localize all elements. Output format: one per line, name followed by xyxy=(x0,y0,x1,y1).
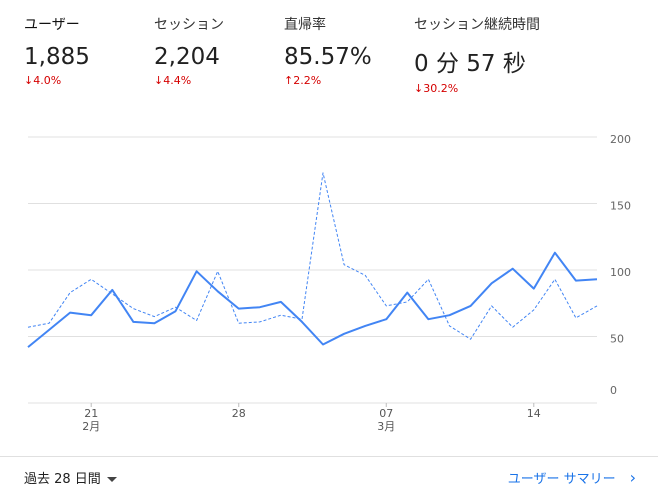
caret-down-icon xyxy=(106,477,117,482)
y-tick-label: 200 xyxy=(610,133,631,146)
y-tick-label: 50 xyxy=(610,333,624,346)
users-series-line xyxy=(27,251,598,348)
metric-bounce-rate[interactable]: 直帰率 85.57% ↑2.2% xyxy=(284,14,372,87)
metric-delta: ↓30.2% xyxy=(414,82,459,95)
user-summary-link[interactable]: ユーザー サマリー › xyxy=(507,468,636,488)
x-tick-label: 28 xyxy=(232,407,246,420)
metric-label: セッション xyxy=(154,17,224,33)
x-tick-month-label: 2月 xyxy=(82,420,100,433)
metric-delta: ↓4.0% xyxy=(24,74,62,87)
date-range-dropdown[interactable]: 過去 28 日間 xyxy=(24,468,117,487)
metric-label: セッション継続時間 xyxy=(414,17,540,33)
x-tick-month-label: 3月 xyxy=(377,420,395,433)
footer-divider xyxy=(0,456,658,457)
arrow-down-icon: ↓ xyxy=(154,74,164,87)
metric-value: 1,885 xyxy=(24,44,90,70)
y-tick-label: 0 xyxy=(610,384,617,397)
metric-sessions[interactable]: セッション 2,204 ↓4.4% xyxy=(154,14,224,87)
metric-delta: ↓4.4% xyxy=(154,74,192,87)
x-tick-label: 07 xyxy=(379,407,393,420)
metric-value: 2,204 xyxy=(154,44,220,70)
chevron-right-icon: › xyxy=(629,468,636,487)
metric-delta: ↑2.2% xyxy=(284,74,322,87)
x-tick-label: 21 xyxy=(84,407,98,420)
metric-label: ユーザー xyxy=(24,17,80,33)
date-range-label: 過去 28 日間 xyxy=(24,472,101,487)
metrics-bar: ユーザー 1,885 ↓4.0% セッション 2,204 ↓4.4% 直帰率 8… xyxy=(0,0,658,100)
arrow-up-icon: ↑ xyxy=(284,74,294,87)
metric-session-duration[interactable]: セッション継続時間 0 分 57 秒 ↓30.2% xyxy=(414,14,540,95)
metric-users[interactable]: ユーザー 1,885 ↓4.0% xyxy=(24,14,90,87)
arrow-down-icon: ↓ xyxy=(24,74,34,87)
y-tick-label: 150 xyxy=(610,200,631,213)
x-tick-label: 14 xyxy=(527,407,541,420)
metric-value: 0 分 57 秒 xyxy=(414,51,526,77)
y-tick-label: 100 xyxy=(610,266,631,279)
arrow-down-icon: ↓ xyxy=(414,82,424,95)
metric-label: 直帰率 xyxy=(284,17,326,33)
metric-value: 85.57% xyxy=(284,44,372,70)
summary-link-label: ユーザー サマリー xyxy=(507,472,616,487)
comparison-series-line xyxy=(27,172,598,340)
